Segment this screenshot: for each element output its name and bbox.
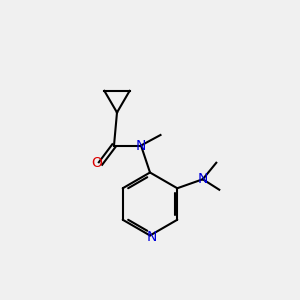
Text: N: N bbox=[146, 230, 157, 244]
Text: O: O bbox=[92, 157, 102, 170]
Text: N: N bbox=[198, 172, 208, 186]
Text: N: N bbox=[136, 139, 146, 152]
